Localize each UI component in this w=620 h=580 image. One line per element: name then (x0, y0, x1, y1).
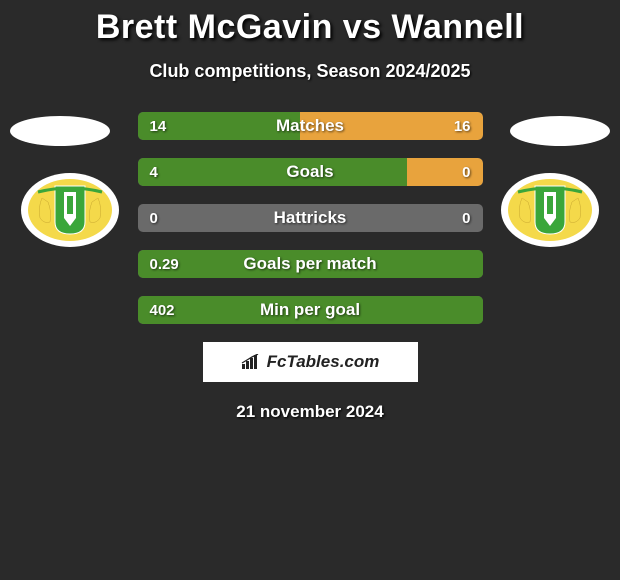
bar-label: Min per goal (138, 296, 483, 324)
chart-icon (241, 354, 261, 370)
stat-bar-row: 402Min per goal (138, 296, 483, 324)
comparison-content: 1416Matches 40Goals 00Hattricks 0.29Goals p… (0, 112, 620, 422)
bar-label: Matches (138, 112, 483, 140)
comparison-bars: 1416Matches 40Goals 00Hattricks 0.29Goals p… (138, 112, 483, 324)
avatar-right-placeholder (510, 116, 610, 146)
club-badge-left (20, 172, 120, 248)
bar-label: Goals (138, 158, 483, 186)
date-text: 21 november 2024 (0, 402, 620, 422)
stat-bar-row: 00Hattricks (138, 204, 483, 232)
stat-bar-row: 0.29Goals per match (138, 250, 483, 278)
stat-bar-row: 40Goals (138, 158, 483, 186)
page-subtitle: Club competitions, Season 2024/2025 (0, 61, 620, 82)
fctables-logo: FcTables.com (203, 342, 418, 382)
avatar-left-placeholder (10, 116, 110, 146)
logo-text: FcTables.com (267, 352, 380, 372)
club-badge-right (500, 172, 600, 248)
bar-label: Hattricks (138, 204, 483, 232)
bar-label: Goals per match (138, 250, 483, 278)
page-title: Brett McGavin vs Wannell (0, 0, 620, 47)
stat-bar-row: 1416Matches (138, 112, 483, 140)
